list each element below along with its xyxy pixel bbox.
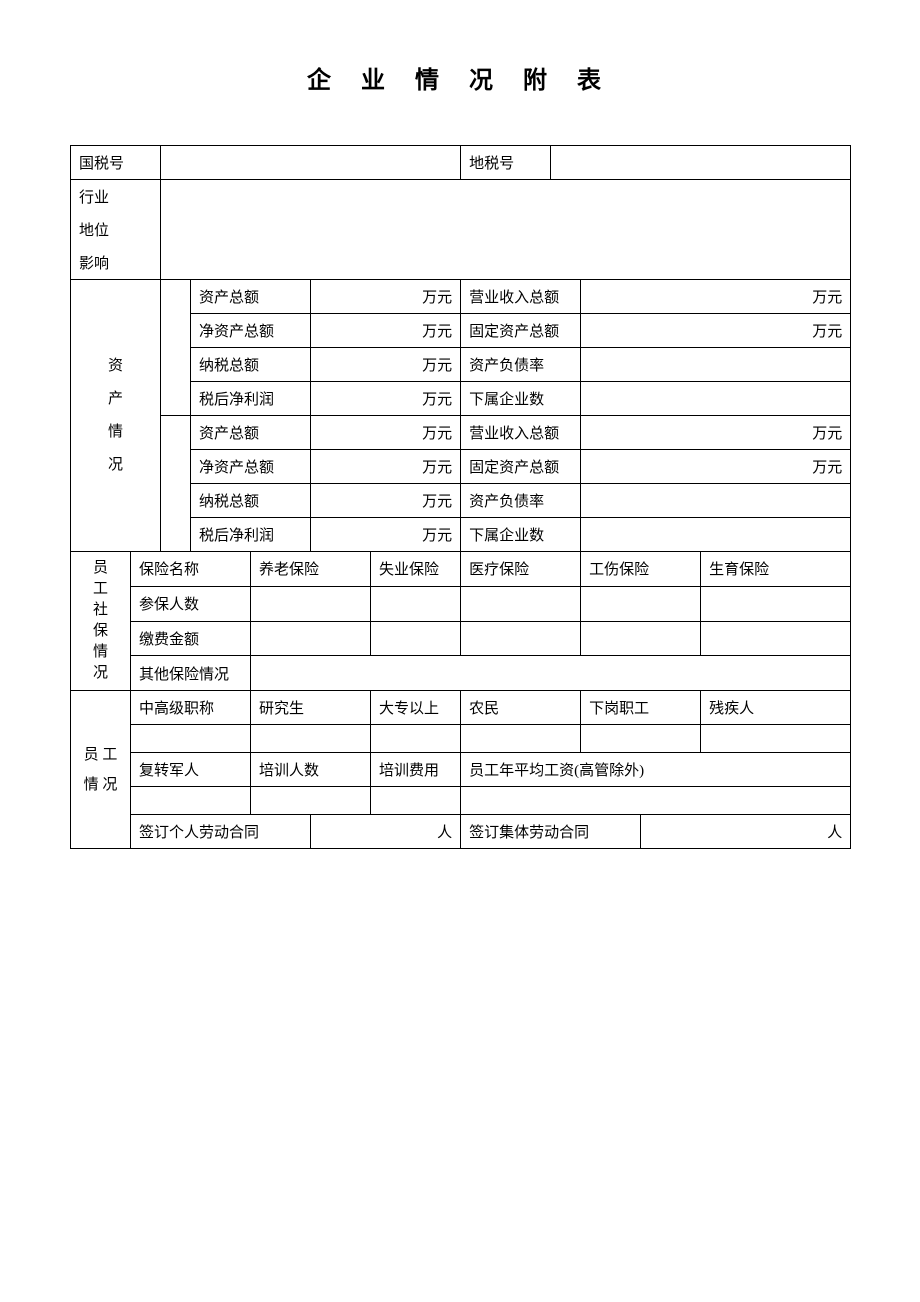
subsidiaries-value-2[interactable] xyxy=(581,518,851,552)
label-fixed-assets-2: 固定资产总额 xyxy=(461,450,581,484)
mid-senior-value[interactable] xyxy=(131,725,251,753)
label-national-tax: 国税号 xyxy=(71,146,161,180)
insured-medical[interactable] xyxy=(461,586,581,621)
college-value[interactable] xyxy=(371,725,461,753)
label-training-fee: 培训费用 xyxy=(371,753,461,787)
fixed-assets-value-2[interactable]: 万元 xyxy=(581,450,851,484)
label-collective-contract: 签订集体劳动合同 xyxy=(461,815,641,849)
label-disabled: 残疾人 xyxy=(701,691,851,725)
debt-ratio-value-2[interactable] xyxy=(581,484,851,518)
page-title: 企 业 情 况 附 表 xyxy=(70,60,850,95)
training-count-value[interactable] xyxy=(251,787,371,815)
debt-ratio-value-1[interactable] xyxy=(581,348,851,382)
insured-unemployment[interactable] xyxy=(371,586,461,621)
label-revenue-1: 营业收入总额 xyxy=(461,280,581,314)
insured-injury[interactable] xyxy=(581,586,701,621)
net-assets-value-1[interactable]: 万元 xyxy=(311,314,461,348)
form-table: 国税号 地税号 行业 地位 影响 资 产 情 况 资产总额 万元 营业收入总额 … xyxy=(70,145,851,849)
label-payment-amount: 缴费金额 xyxy=(131,621,251,656)
label-total-assets-2: 资产总额 xyxy=(191,416,311,450)
label-after-tax-1: 税后净利润 xyxy=(191,382,311,416)
industry-field[interactable] xyxy=(161,180,851,280)
individual-contract-value[interactable]: 人 xyxy=(311,815,461,849)
label-after-tax-2: 税后净利润 xyxy=(191,518,311,552)
total-assets-value-2[interactable]: 万元 xyxy=(311,416,461,450)
assets-year2 xyxy=(161,416,191,552)
payment-pension[interactable] xyxy=(251,621,371,656)
label-pension: 养老保险 xyxy=(251,552,371,587)
after-tax-value-1[interactable]: 万元 xyxy=(311,382,461,416)
tax-total-value-1[interactable]: 万元 xyxy=(311,348,461,382)
payment-unemployment[interactable] xyxy=(371,621,461,656)
label-local-tax: 地税号 xyxy=(461,146,551,180)
label-total-assets-1: 资产总额 xyxy=(191,280,311,314)
graduate-value[interactable] xyxy=(251,725,371,753)
label-avg-salary: 员工年平均工资(高管除外) xyxy=(461,753,851,787)
national-tax-field[interactable] xyxy=(161,146,461,180)
label-graduate: 研究生 xyxy=(251,691,371,725)
social-section-label: 员工社保情况 xyxy=(71,552,131,691)
training-fee-value[interactable] xyxy=(371,787,461,815)
label-tax-total-2: 纳税总额 xyxy=(191,484,311,518)
revenue-value-1[interactable]: 万元 xyxy=(581,280,851,314)
assets-year1 xyxy=(161,280,191,416)
label-net-assets-1: 净资产总额 xyxy=(191,314,311,348)
farmer-value[interactable] xyxy=(461,725,581,753)
label-insured-count: 参保人数 xyxy=(131,586,251,621)
label-industry-l3: 影响 xyxy=(71,246,161,280)
label-other-insurance: 其他保险情况 xyxy=(131,656,251,691)
label-fixed-assets-1: 固定资产总额 xyxy=(461,314,581,348)
after-tax-value-2[interactable]: 万元 xyxy=(311,518,461,552)
payment-injury[interactable] xyxy=(581,621,701,656)
tax-total-value-2[interactable]: 万元 xyxy=(311,484,461,518)
label-laid-off: 下岗职工 xyxy=(581,691,701,725)
label-tax-total-1: 纳税总额 xyxy=(191,348,311,382)
label-farmer: 农民 xyxy=(461,691,581,725)
fixed-assets-value-1[interactable]: 万元 xyxy=(581,314,851,348)
net-assets-value-2[interactable]: 万元 xyxy=(311,450,461,484)
label-insurance-name: 保险名称 xyxy=(131,552,251,587)
label-individual-contract: 签订个人劳动合同 xyxy=(131,815,311,849)
label-industry-l2: 地位 xyxy=(71,213,161,246)
payment-maternity[interactable] xyxy=(701,621,851,656)
label-mid-senior: 中高级职称 xyxy=(131,691,251,725)
label-training-count: 培训人数 xyxy=(251,753,371,787)
label-debt-ratio-1: 资产负债率 xyxy=(461,348,581,382)
insured-maternity[interactable] xyxy=(701,586,851,621)
label-subsidiaries-2: 下属企业数 xyxy=(461,518,581,552)
revenue-value-2[interactable]: 万元 xyxy=(581,416,851,450)
label-college: 大专以上 xyxy=(371,691,461,725)
employee-section-label: 员 工 情 况 xyxy=(71,691,131,849)
label-injury: 工伤保险 xyxy=(581,552,701,587)
label-industry-l1: 行业 xyxy=(71,180,161,214)
label-subsidiaries-1: 下属企业数 xyxy=(461,382,581,416)
veteran-value[interactable] xyxy=(131,787,251,815)
laid-off-value[interactable] xyxy=(581,725,701,753)
label-veteran: 复转军人 xyxy=(131,753,251,787)
insured-pension[interactable] xyxy=(251,586,371,621)
label-medical: 医疗保险 xyxy=(461,552,581,587)
avg-salary-value[interactable] xyxy=(461,787,851,815)
label-maternity: 生育保险 xyxy=(701,552,851,587)
other-insurance-field[interactable] xyxy=(251,656,851,691)
collective-contract-value[interactable]: 人 xyxy=(641,815,851,849)
disabled-value[interactable] xyxy=(701,725,851,753)
payment-medical[interactable] xyxy=(461,621,581,656)
subsidiaries-value-1[interactable] xyxy=(581,382,851,416)
label-debt-ratio-2: 资产负债率 xyxy=(461,484,581,518)
local-tax-field[interactable] xyxy=(551,146,851,180)
total-assets-value-1[interactable]: 万元 xyxy=(311,280,461,314)
label-unemployment: 失业保险 xyxy=(371,552,461,587)
label-revenue-2: 营业收入总额 xyxy=(461,416,581,450)
assets-section-label: 资 产 情 况 xyxy=(71,280,161,552)
label-net-assets-2: 净资产总额 xyxy=(191,450,311,484)
